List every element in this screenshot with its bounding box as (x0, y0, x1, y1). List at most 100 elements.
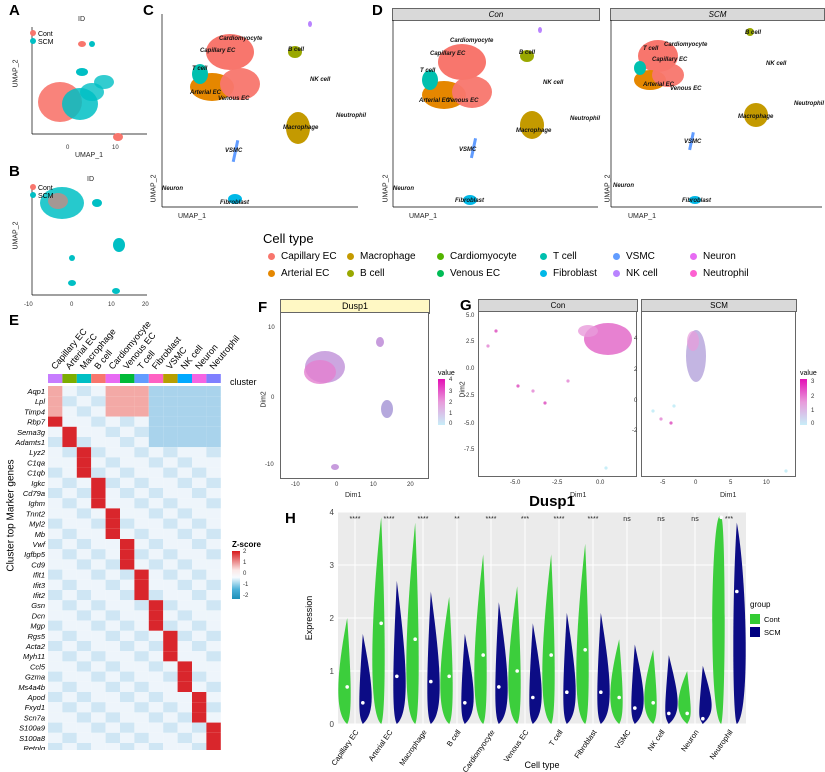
violin-xtick: Macrophage (397, 728, 428, 767)
heatmap-cell (48, 447, 63, 458)
cell-label: Venous EC (670, 86, 702, 92)
heatmap-cell (148, 426, 164, 437)
heatmap-cell (76, 457, 92, 468)
cluster-color-bar (163, 374, 178, 383)
heatmap-cell (177, 681, 192, 692)
heatmap-cell (206, 579, 221, 590)
heatmap-cell (177, 426, 192, 437)
cell-label: Cardiomyocyte (219, 36, 263, 42)
cell-type-legend-item: VSMC (613, 251, 655, 262)
cell-type-legend-label: B cell (360, 268, 385, 279)
heatmap-cell (105, 539, 120, 550)
heatmap-cell (163, 457, 178, 468)
heatmap-cell (48, 579, 63, 590)
heatmap-cell (134, 508, 149, 519)
heatmap-cell (105, 600, 120, 611)
violin-title: Dusp1 (529, 493, 575, 510)
heatmap-cell (206, 406, 221, 417)
heatmap-cell (163, 416, 178, 427)
umap-f-plot (280, 312, 429, 479)
heatmap-cell (148, 416, 164, 427)
heatmap-cell (120, 712, 135, 723)
heatmap-cell (148, 477, 164, 488)
heatmap-cell (177, 416, 192, 427)
heatmap-cell (62, 447, 77, 458)
heatmap-cell (206, 641, 221, 652)
cell-label: VSMC (225, 148, 243, 154)
heatmap-cell (48, 671, 63, 682)
heatmap-cell (91, 569, 106, 580)
heatmap-cell (120, 692, 135, 703)
violin-median-point (565, 690, 569, 694)
heatmap-cell (148, 396, 164, 407)
panel-b-xtick: 10 (108, 302, 115, 308)
violin-ytick: 3 (330, 561, 335, 570)
heatmap-cell (120, 610, 135, 621)
heatmap-cell (134, 702, 149, 713)
heatmap-cell (62, 722, 77, 733)
violin-xtick: VSMC (613, 728, 633, 751)
heatmap-cell (192, 386, 207, 397)
heatmap-cell (134, 426, 149, 437)
heatmap-cell (163, 518, 178, 529)
heatmap-cell (48, 426, 63, 437)
cell-label: Neuron (393, 186, 414, 192)
umap-a-plot (31, 27, 147, 141)
heatmap-cell (192, 569, 207, 580)
heatmap-cell (62, 498, 77, 509)
heatmap-cell (62, 692, 77, 703)
violin-median-point (667, 711, 671, 716)
g-legend-tick: 1 (811, 408, 815, 414)
cell-label: Cardiomyocyte (664, 42, 708, 48)
heatmap-cell (134, 590, 149, 601)
heatmap-cell (134, 406, 149, 417)
heatmap-cell (91, 447, 106, 458)
violin-median-point (685, 711, 689, 716)
violin-median-point (361, 701, 365, 705)
violin-xtick: NK cell (646, 728, 667, 753)
heatmap-cluster-label: cluster (230, 377, 257, 387)
heatmap-cell (105, 732, 120, 743)
heatmap-cell (163, 426, 178, 437)
heatmap-cell (134, 416, 149, 427)
heatmap-cell (120, 681, 135, 692)
heatmap-cell (48, 416, 63, 427)
panel-letter-c: C (143, 2, 154, 19)
heatmap-cell (105, 498, 120, 509)
g-scm-ytick: 2 (634, 367, 638, 373)
heatmap-cell (120, 579, 135, 590)
heatmap-cell (62, 426, 77, 437)
heatmap-cell (76, 732, 92, 743)
heatmap-cell (76, 406, 92, 417)
heatmap-cell (148, 590, 164, 601)
cell-type-legend-label: Arterial EC (281, 268, 330, 279)
heatmap-cell (206, 712, 221, 723)
panel-c-xlabel: UMAP_1 (178, 213, 207, 220)
heatmap-cell (163, 528, 178, 539)
cell-type-legend-item: Venous EC (437, 268, 500, 279)
heatmap-cell (134, 396, 149, 407)
panel-d-ylabel: UMAP_2 (382, 174, 390, 203)
heatmap-cell (148, 671, 164, 682)
g-scm-ytick: 0 (634, 398, 638, 404)
heatmap-cell (91, 396, 106, 407)
heatmap-cell (91, 590, 106, 601)
heatmap-cell (134, 600, 149, 611)
violin-shape (712, 515, 725, 724)
heatmap-cell (177, 386, 192, 397)
panel-f-legend-title: value (438, 370, 455, 377)
heatmap-cell (62, 477, 77, 488)
heatmap-cell (62, 620, 77, 631)
violin-xtick: Venous EC (502, 728, 531, 764)
heatmap-cell (62, 559, 77, 570)
heatmap-cell (206, 386, 221, 397)
heatmap-cell (134, 630, 149, 641)
g-con-xtick: -2.5 (552, 480, 563, 486)
violin-median-point (617, 695, 621, 700)
heatmap-cell (206, 681, 221, 692)
heatmap-cell (91, 579, 106, 590)
cell-label: T cell (420, 68, 436, 74)
cell-label: Macrophage (738, 114, 774, 120)
heatmap-cell (62, 386, 77, 397)
heatmap-cell (134, 743, 149, 750)
